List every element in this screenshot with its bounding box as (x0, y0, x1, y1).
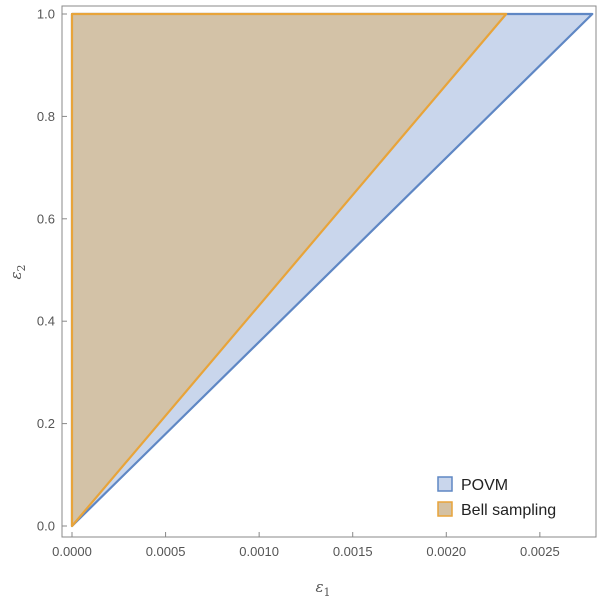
x-axis-ticks: 0.0000 0.0005 0.0010 0.0015 0.0020 0.0025 (52, 532, 560, 559)
x-axis-label: ε1 (315, 578, 330, 599)
region-bell-sampling (70, 12, 508, 528)
y-tick-label: 0.6 (37, 211, 55, 226)
x-tick-label: 0.0020 (426, 544, 466, 559)
legend-item-povm: POVM (437, 476, 508, 494)
y-tick-label: 1.0 (37, 7, 55, 22)
y-tick-label: 0.2 (37, 416, 55, 431)
x-tick-label: 0.0010 (239, 544, 279, 559)
series-layer (70, 12, 594, 528)
y-tick-label: 0.4 (37, 314, 55, 329)
legend-label-bell-sampling: Bell sampling (461, 502, 556, 519)
legend: POVM Bell sampling (437, 476, 556, 519)
x-tick-label: 0.0000 (52, 544, 92, 559)
legend-item-bell-sampling: Bell sampling (437, 501, 556, 519)
y-tick-label: 0.0 (37, 519, 55, 534)
x-tick-label: 0.0005 (146, 544, 186, 559)
x-tick-label: 0.0015 (333, 544, 373, 559)
y-axis-ticks: 0.0 0.2 0.4 0.6 0.8 1.0 (37, 7, 67, 534)
legend-label-povm: POVM (461, 477, 508, 494)
y-axis-label: ε2 (7, 264, 28, 279)
x-tick-label: 0.0025 (520, 544, 560, 559)
legend-swatch-bell-sampling (437, 501, 453, 517)
legend-swatch-povm (437, 476, 453, 492)
plot-frame (61, 5, 597, 538)
y-tick-label: 0.8 (37, 109, 55, 124)
